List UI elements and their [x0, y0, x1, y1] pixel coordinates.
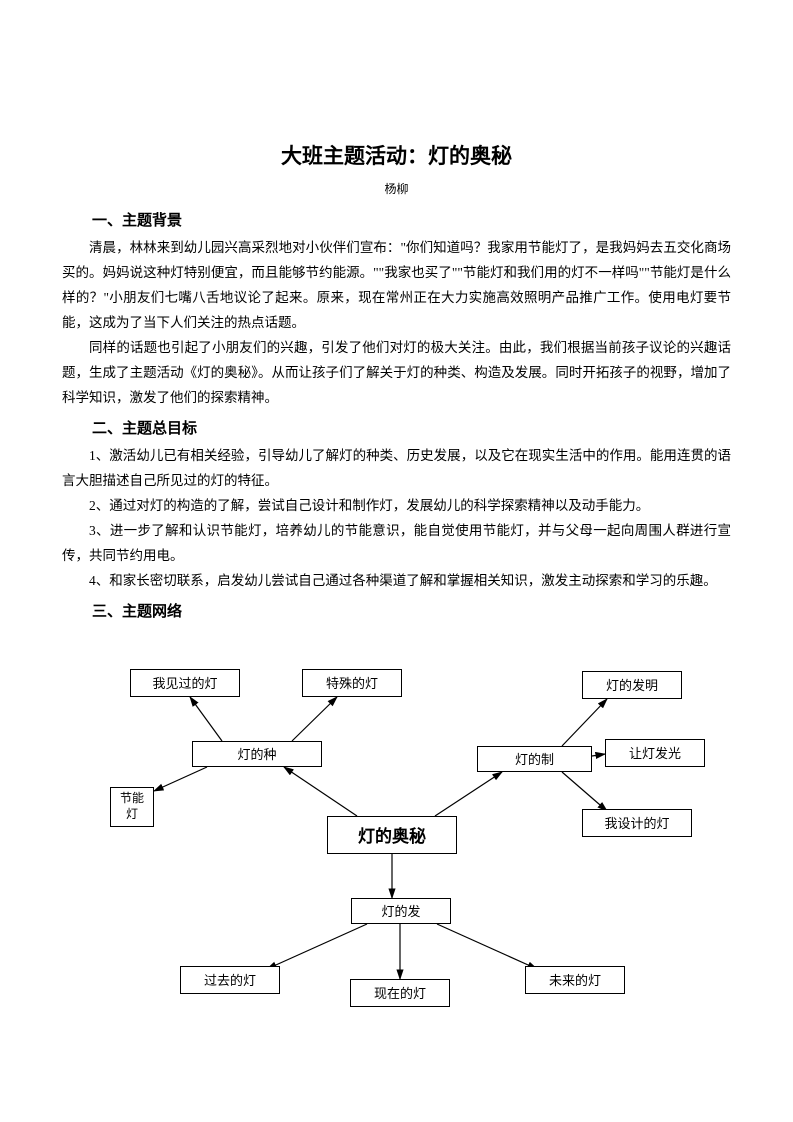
node-now: 现在的灯: [350, 979, 450, 1007]
node-dev: 灯的发: [351, 898, 451, 924]
node-make: 灯的制: [477, 746, 592, 772]
background-para-1: 清晨，林林来到幼儿园兴高采烈地对小伙伴们宣布："你们知道吗？我家用节能灯了，是我…: [62, 236, 731, 336]
node-future: 未来的灯: [525, 966, 625, 994]
node-invent: 灯的发明: [582, 671, 682, 699]
node-special: 特殊的灯: [302, 669, 402, 697]
background-para-2: 同样的话题也引起了小朋友们的兴趣，引发了他们对灯的极大关注。由此，我们根据当前孩…: [62, 336, 731, 411]
node-design: 我设计的灯: [582, 809, 692, 837]
goal-4: 4、和家长密切联系，启发幼儿尝试自己通过各种渠道了解和掌握相关知识，激发主动探索…: [62, 569, 731, 594]
goal-3: 3、进一步了解和认识节能灯，培养幼儿的节能意识，能自觉使用节能灯，并与父母一起向…: [62, 519, 731, 569]
node-seen: 我见过的灯: [130, 669, 240, 697]
section-3-heading: 三、主题网络: [62, 600, 731, 621]
section-1-heading: 一、主题背景: [62, 209, 731, 230]
page-title: 大班主题活动：灯的奥秘: [62, 140, 731, 170]
goal-1: 1、激活幼儿已有相关经验，引导幼儿了解灯的种类、历史发展，以及它在现实生活中的作…: [62, 444, 731, 494]
goal-2: 2、通过对灯的构造的了解，尝试自己设计和制作灯，发展幼儿的科学探索精神以及动手能…: [62, 494, 731, 519]
node-eco: 节能 灯: [110, 787, 154, 827]
node-shine: 让灯发光: [605, 739, 705, 767]
node-center: 灯的奥秘: [327, 816, 457, 854]
node-kind: 灯的种: [192, 741, 322, 767]
node-past: 过去的灯: [180, 966, 280, 994]
theme-network-diagram: 灯的奥秘 灯的种 灯的制 灯的发 我见过的灯 特殊的灯 节能 灯 灯的发明 让灯…: [62, 651, 731, 1031]
author: 杨柳: [62, 180, 731, 197]
section-2-heading: 二、主题总目标: [62, 417, 731, 438]
